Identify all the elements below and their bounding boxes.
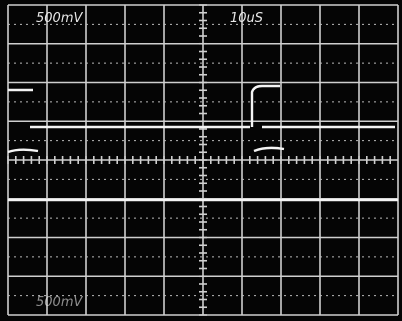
page: 500mV 10uS 500mV (() => { const data = J… [0, 0, 402, 321]
scope-screen: 500mV 10uS 500mV [0, 0, 402, 321]
ch2-scale: 500mV [36, 295, 83, 310]
ch1-scale: 500mV [36, 11, 83, 26]
timebase: 10uS [230, 11, 263, 26]
